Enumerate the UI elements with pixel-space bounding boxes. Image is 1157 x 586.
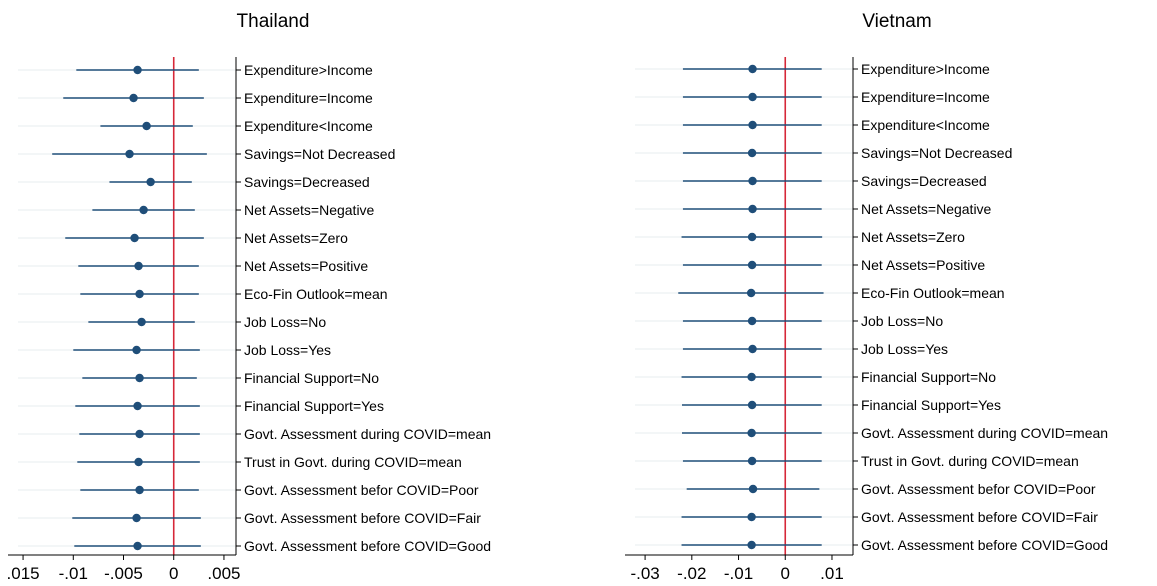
- point-estimate: [139, 205, 148, 215]
- category-label: Expenditure=Income: [244, 90, 373, 106]
- category-label: Job Loss=No: [861, 313, 943, 329]
- category-label: Trust in Govt. during COVID=mean: [244, 454, 462, 470]
- category-label: Expenditure=Income: [861, 89, 990, 105]
- x-tick-label: .005: [207, 564, 240, 583]
- category-label: Govt. Assessment befor COVID=Poor: [861, 481, 1096, 497]
- point-estimate: [132, 345, 141, 355]
- point-estimate: [747, 400, 757, 410]
- category-label: Job Loss=Yes: [244, 342, 331, 358]
- point-estimate: [133, 541, 142, 551]
- x-tick-label: .01: [820, 564, 844, 583]
- point-estimate: [132, 513, 141, 523]
- point-estimate: [747, 232, 757, 242]
- category-label: Job Loss=No: [244, 314, 326, 330]
- point-estimate: [133, 65, 142, 75]
- category-label: Net Assets=Positive: [244, 258, 368, 274]
- category-label: Financial Support=No: [861, 369, 996, 385]
- point-estimate: [748, 92, 757, 102]
- category-label: Savings=Decreased: [244, 174, 370, 190]
- category-label: Savings=Not Decreased: [861, 145, 1012, 161]
- point-estimate: [130, 233, 139, 243]
- point-estimate: [748, 176, 757, 186]
- point-estimate: [142, 121, 151, 131]
- x-tick-label: -.03: [630, 564, 659, 583]
- point-estimate: [135, 289, 144, 299]
- point-estimate: [125, 149, 134, 159]
- point-estimate: [748, 120, 757, 130]
- category-label: Financial Support=Yes: [244, 398, 384, 414]
- chart-panel-vietnam: Vietnam -.03 -.02 -.01 0 .01 Expenditure>Incom…: [625, 11, 1108, 583]
- category-label: Govt. Assessment befor COVID=Poor: [244, 482, 479, 498]
- point-estimate: [129, 93, 138, 103]
- point-estimate: [135, 429, 144, 439]
- point-estimate: [748, 344, 757, 354]
- category-label: Eco-Fin Outlook=mean: [861, 285, 1005, 301]
- category-label: Net Assets=Negative: [244, 202, 375, 218]
- category-label: Govt. Assessment before COVID=Good: [244, 538, 491, 554]
- chart-title: Thailand: [237, 11, 310, 32]
- category-label: Govt. Assessment before COVID=Good: [861, 537, 1108, 553]
- point-estimate: [134, 261, 143, 271]
- chart-panel-thailand: Thailand .015 -.01 -.005 0 .005 Expenditure>In…: [7, 11, 492, 583]
- x-tick-label: -.02: [677, 564, 706, 583]
- category-label: Eco-Fin Outlook=mean: [244, 286, 388, 302]
- point-estimate: [747, 512, 756, 522]
- category-label: Expenditure>Income: [861, 61, 990, 77]
- point-estimate: [748, 204, 757, 214]
- point-estimate: [747, 428, 756, 438]
- point-estimate: [134, 457, 143, 467]
- category-label: Govt. Assessment during COVID=mean: [861, 425, 1108, 441]
- category-label: Financial Support=No: [244, 370, 379, 386]
- category-label: Expenditure>Income: [244, 62, 373, 78]
- category-label: Trust in Govt. during COVID=mean: [861, 453, 1079, 469]
- point-estimate: [747, 456, 757, 466]
- point-estimate: [748, 64, 757, 74]
- x-tick-label: -.01: [59, 564, 88, 583]
- category-label: Financial Support=Yes: [861, 397, 1001, 413]
- point-estimate: [746, 288, 756, 298]
- chart-title: Vietnam: [862, 11, 931, 32]
- category-label: Savings=Not Decreased: [244, 146, 395, 162]
- point-estimate: [135, 485, 144, 495]
- point-estimate: [137, 317, 146, 327]
- category-label: Govt. Assessment before COVID=Fair: [861, 509, 1098, 525]
- category-label: Net Assets=Zero: [244, 230, 348, 246]
- point-estimate: [135, 373, 144, 383]
- point-estimate: [747, 316, 757, 326]
- category-label: Job Loss=Yes: [861, 341, 948, 357]
- category-label: Expenditure<Income: [244, 118, 373, 134]
- x-tick-label: 0: [169, 564, 178, 583]
- point-estimate: [133, 401, 142, 411]
- point-estimate: [747, 260, 757, 270]
- category-label: Net Assets=Zero: [861, 229, 965, 245]
- x-tick-label: -.01: [724, 564, 753, 583]
- x-tick-label: 0: [781, 564, 790, 583]
- category-label: Expenditure<Income: [861, 117, 990, 133]
- category-label: Net Assets=Positive: [861, 257, 985, 273]
- point-estimate: [146, 177, 155, 187]
- category-label: Govt. Assessment during COVID=mean: [244, 426, 491, 442]
- point-estimate: [747, 540, 756, 550]
- category-label: Savings=Decreased: [861, 173, 987, 189]
- x-tick-label: .015: [7, 564, 40, 583]
- point-estimate: [748, 484, 758, 494]
- category-label: Net Assets=Negative: [861, 201, 992, 217]
- point-estimate: [747, 372, 756, 382]
- category-label: Govt. Assessment before COVID=Fair: [244, 510, 481, 526]
- point-estimate: [747, 148, 757, 158]
- x-tick-label: -.005: [104, 564, 143, 583]
